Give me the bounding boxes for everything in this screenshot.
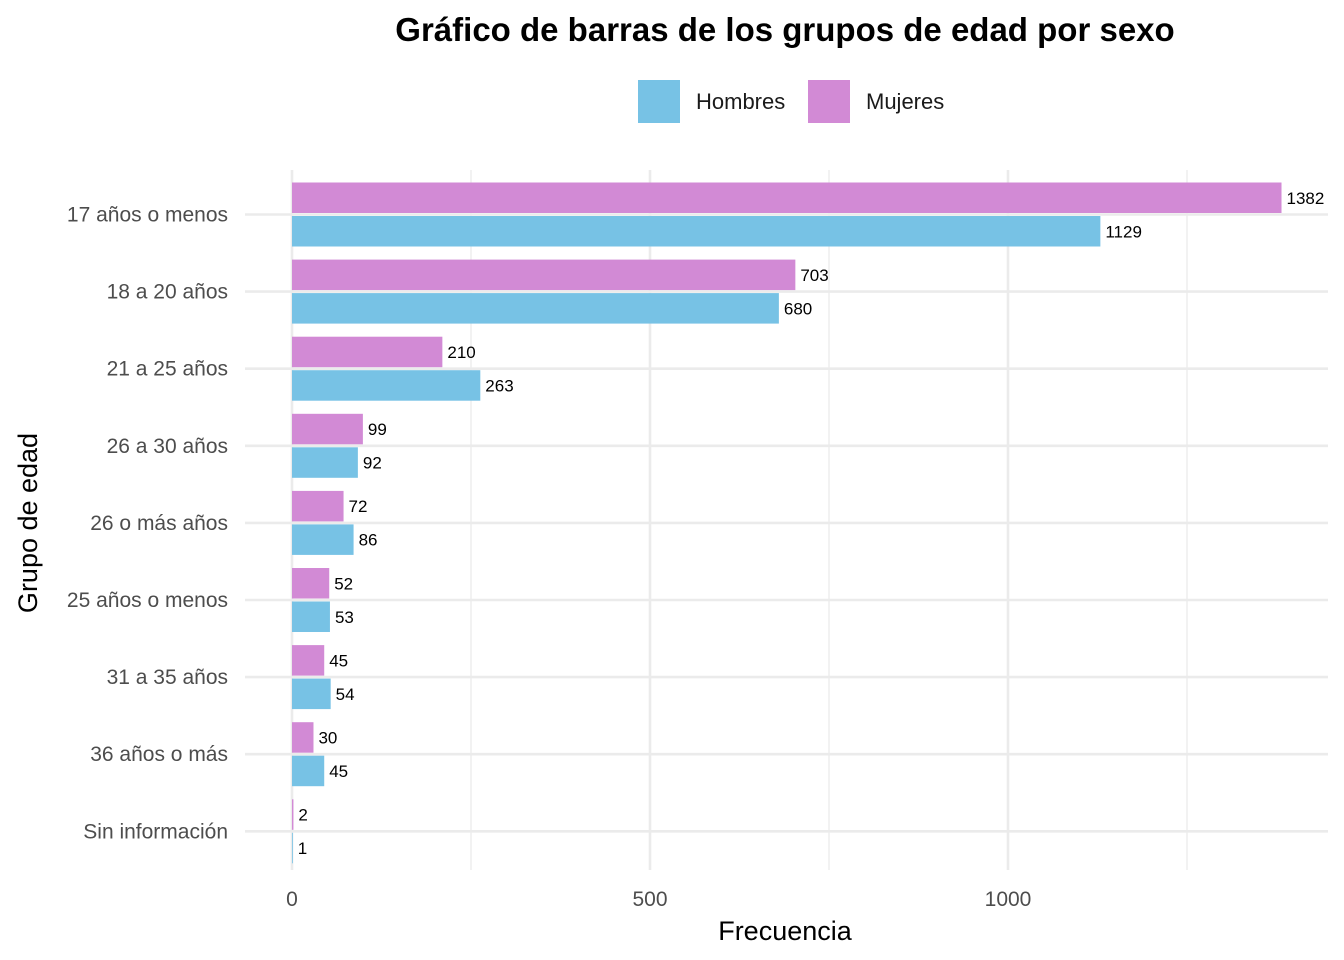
data-label-mujeres-25-anos-o-menos: 52 xyxy=(334,574,353,593)
x-axis-title: Frecuencia xyxy=(718,916,853,946)
y-tick-label: 18 a 20 años xyxy=(107,281,228,304)
bar-mujeres-21-a-25-anos xyxy=(292,336,443,368)
bar-hombres-17-anos-o-menos xyxy=(292,216,1101,247)
legend-swatch-hombres xyxy=(638,80,680,123)
bar-hombres-25-anos-o-menos xyxy=(292,601,330,632)
data-label-hombres-26-a-30-anos: 92 xyxy=(363,454,382,473)
bar-hombres-31-a-35-anos xyxy=(292,678,331,710)
bar-hombres-26-a-30-anos xyxy=(292,447,358,478)
data-label-hombres-sin-informacion: 1 xyxy=(298,839,307,858)
bar-mujeres-sin-informacion xyxy=(292,799,294,830)
data-label-hombres-21-a-25-anos: 263 xyxy=(485,376,513,395)
bar-mujeres-26-a-30-anos xyxy=(292,413,363,445)
bar-hombres-26-o-mas-anos xyxy=(292,524,354,555)
data-label-mujeres-18-a-20-anos: 703 xyxy=(800,266,828,285)
data-label-hombres-25-anos-o-menos: 53 xyxy=(335,608,354,627)
y-tick-label: 26 o más años xyxy=(90,512,228,535)
bar-hombres-21-a-25-anos xyxy=(292,370,481,401)
bar-mujeres-25-anos-o-menos xyxy=(292,568,330,599)
data-label-mujeres-17-anos-o-menos: 1382 xyxy=(1287,189,1325,208)
y-tick-label: 25 años o menos xyxy=(67,589,228,612)
bar-hombres-18-a-20-anos xyxy=(292,293,779,324)
x-tick-label: 500 xyxy=(632,888,667,911)
bar-mujeres-17-anos-o-menos xyxy=(292,182,1282,213)
grid-lines xyxy=(245,170,1328,870)
data-label-mujeres-31-a-35-anos: 45 xyxy=(329,651,348,670)
data-label-hombres-36-anos-o-mas: 45 xyxy=(329,762,348,781)
data-label-mujeres-21-a-25-anos: 210 xyxy=(447,343,475,362)
data-labels: 1382 1129 703 680 210 263 99 92 72 86 52 53 45 54 30 45… xyxy=(298,189,1325,858)
x-axis-tick-labels: 0 500 1000 xyxy=(286,888,1031,911)
bars xyxy=(292,182,1282,864)
y-axis-tick-labels: 17 años o menos 18 a 20 años 21 a 25 años 2… xyxy=(67,204,228,844)
data-label-mujeres-26-a-30-anos: 99 xyxy=(368,420,387,439)
bar-mujeres-26-o-mas-anos xyxy=(292,490,344,522)
bar-hombres-sin-informacion xyxy=(292,832,293,864)
data-label-mujeres-26-o-mas-anos: 72 xyxy=(349,497,368,516)
y-axis-title: Grupo de edad xyxy=(13,433,43,613)
data-label-hombres-18-a-20-anos: 680 xyxy=(784,299,812,318)
chart-title: Gráfico de barras de los grupos de edad … xyxy=(395,11,1174,48)
y-tick-label: 21 a 25 años xyxy=(107,358,228,381)
y-tick-label: 26 a 30 años xyxy=(107,435,228,458)
x-tick-label: 0 xyxy=(286,888,298,911)
data-label-mujeres-sin-informacion: 2 xyxy=(298,806,307,825)
y-tick-label: 31 a 35 años xyxy=(107,666,228,689)
data-label-hombres-17-anos-o-menos: 1129 xyxy=(1105,222,1142,241)
legend-swatch-mujeres xyxy=(808,80,850,123)
x-tick-label: 1000 xyxy=(985,888,1032,911)
legend: Hombres Mujeres xyxy=(638,80,944,123)
legend-label-hombres: Hombres xyxy=(696,89,785,114)
y-tick-label: 36 años o más xyxy=(90,743,228,766)
y-tick-label: 17 años o menos xyxy=(67,204,228,227)
legend-label-mujeres: Mujeres xyxy=(866,89,944,114)
bar-hombres-36-anos-o-mas xyxy=(292,755,325,787)
data-label-hombres-26-o-mas-anos: 86 xyxy=(359,531,378,550)
data-label-hombres-31-a-35-anos: 54 xyxy=(336,685,355,704)
bar-mujeres-18-a-20-anos xyxy=(292,259,796,291)
y-tick-label: Sin información xyxy=(83,820,228,843)
data-label-mujeres-36-anos-o-mas: 30 xyxy=(318,728,337,747)
bar-mujeres-31-a-35-anos xyxy=(292,645,325,676)
bar-mujeres-36-anos-o-mas xyxy=(292,722,314,753)
